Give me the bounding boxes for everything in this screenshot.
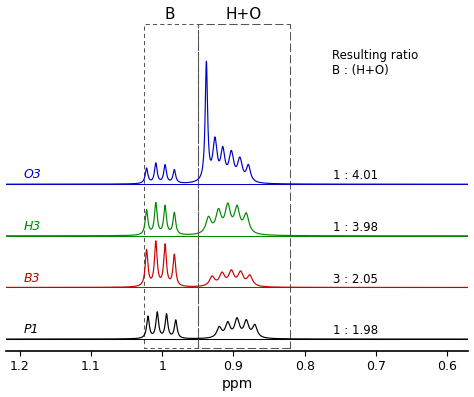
- X-axis label: ppm: ppm: [221, 378, 253, 391]
- Text: H+O: H+O: [225, 7, 262, 22]
- Text: 3 : 2.05: 3 : 2.05: [333, 273, 378, 285]
- Text: H3: H3: [23, 220, 41, 233]
- Text: P1: P1: [23, 323, 39, 336]
- Bar: [145, 24, 198, 348]
- Text: B3: B3: [23, 272, 40, 285]
- Text: O3: O3: [23, 168, 41, 181]
- Text: Resulting ratio: Resulting ratio: [332, 49, 418, 62]
- Text: B: B: [164, 7, 174, 22]
- Text: 1 : 4.01: 1 : 4.01: [333, 169, 378, 182]
- Bar: [198, 24, 291, 348]
- Text: 1 : 3.98: 1 : 3.98: [333, 221, 378, 234]
- Text: B : (H+O): B : (H+O): [332, 64, 389, 77]
- Text: 1 : 1.98: 1 : 1.98: [333, 324, 378, 337]
